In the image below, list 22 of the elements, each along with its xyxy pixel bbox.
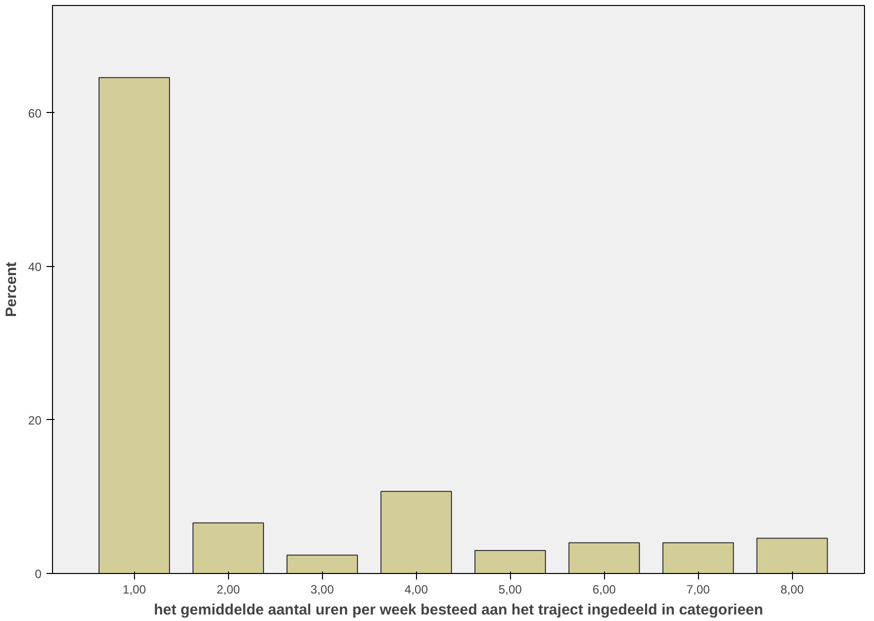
- bar: [662, 542, 734, 574]
- bar: [286, 554, 358, 574]
- x-tick-label: 5,00: [498, 582, 522, 596]
- x-tick-label: 1,00: [122, 582, 146, 596]
- y-tick-label: 60: [28, 106, 42, 120]
- x-tick-label: 6,00: [592, 582, 616, 596]
- y-tick-label: 20: [28, 413, 42, 428]
- x-tick-label: 3,00: [310, 582, 334, 596]
- x-tick-label: 7,00: [686, 582, 710, 596]
- bar: [474, 550, 546, 574]
- x-tick-label: 2,00: [216, 582, 240, 596]
- bar: [568, 542, 640, 574]
- x-tick-label: 8,00: [780, 582, 804, 596]
- bar: [380, 490, 452, 574]
- y-axis-title: Percent: [3, 262, 20, 318]
- y-tick-label: 40: [28, 260, 42, 274]
- bar: [192, 522, 264, 574]
- y-tick-label: 0: [34, 567, 42, 581]
- bar: [98, 77, 170, 574]
- bar: [756, 538, 828, 574]
- x-axis-title: het gemiddelde aantal uren per week besteed aan het traject ingedeeld in categorieen: [154, 602, 764, 618]
- x-tick-label: 4,00: [404, 582, 428, 596]
